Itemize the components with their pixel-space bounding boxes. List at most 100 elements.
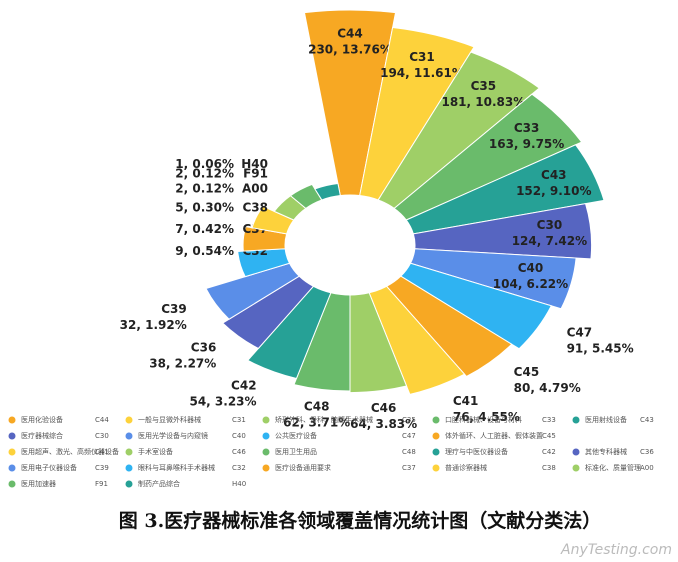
slice-label-value: 104, 6.22% <box>493 277 568 291</box>
rose-slice <box>237 248 291 278</box>
rose-slice <box>349 292 408 394</box>
legend-code: C33 <box>542 416 556 424</box>
legend-label: 医用超声、激光、高频仪器设备 <box>21 447 119 456</box>
legend-code: C40 <box>232 432 246 440</box>
slice-label-value: 54, 3.23% <box>189 395 256 409</box>
legend-swatch <box>125 432 133 440</box>
slice-label-code: C40 <box>518 261 544 275</box>
legend-code: H40 <box>232 480 246 488</box>
legend-swatch <box>432 416 440 424</box>
slice-label-code: C43 <box>541 168 567 182</box>
watermark: AnyTesting.com <box>560 542 672 558</box>
slice-label-code: C47 <box>567 326 593 340</box>
legend-code: A00 <box>640 464 654 472</box>
slice-label-value: 32, 1.92% <box>120 318 187 332</box>
slice-label-value: 152, 9.10% <box>516 184 591 198</box>
legend-code: C32 <box>232 464 246 472</box>
rose-slice <box>377 51 541 209</box>
legend-label: 其他专科器械 <box>585 447 627 456</box>
rose-slice <box>293 292 351 392</box>
legend-code: C35 <box>402 416 416 424</box>
slice-label-code: C39 <box>161 302 187 316</box>
legend-code: C38 <box>542 464 556 472</box>
legend-swatch <box>125 480 133 488</box>
legend-code: C36 <box>640 448 654 456</box>
legend-label: 医用化验设备 <box>21 415 63 424</box>
rose-slice <box>246 285 332 380</box>
legend-code: C46 <box>232 448 246 456</box>
slice-label-code: C48 <box>304 400 330 414</box>
rose-slice <box>242 226 288 252</box>
legend-code: F91 <box>95 480 108 488</box>
legend-code: C30 <box>95 432 109 440</box>
rose-slice <box>385 275 513 378</box>
slice-label-code: C42 <box>231 379 257 393</box>
slice-label-value: 64, 3.83% <box>350 417 417 431</box>
rose-slice <box>405 144 605 235</box>
slice-label-code: C33 <box>514 121 540 135</box>
legend-code: C48 <box>402 448 416 456</box>
legend-label: 手术室设备 <box>138 447 173 456</box>
legend-label: 眼科与耳鼻喉科手术器械 <box>138 463 215 472</box>
slice-label-value: 2, 0.12% <box>175 167 234 181</box>
legend-swatch <box>8 432 16 440</box>
rose-slice <box>289 183 323 209</box>
slice-label-code: H40 <box>241 157 268 171</box>
rose-slice <box>409 248 577 310</box>
legend-swatch <box>432 464 440 472</box>
slice-label-code: C46 <box>371 401 397 415</box>
rose-slice <box>412 203 593 260</box>
slice-label-value: 163, 9.75% <box>489 137 564 151</box>
legend-label: 矫形外科、骨科、脑髓手术器械 <box>275 415 373 424</box>
rose-slice <box>400 262 553 350</box>
center-hole <box>302 197 398 293</box>
rose-slice <box>359 27 475 201</box>
slice-label-code: C38 <box>242 201 268 215</box>
legend-code: C47 <box>402 432 416 440</box>
slice-label-value: 80, 4.79% <box>514 381 581 395</box>
legend-code: C39 <box>95 464 109 472</box>
slice-label-code: C44 <box>337 27 363 41</box>
legend-label: 医用加速器 <box>21 479 56 488</box>
legend-label: 普通诊察器械 <box>445 463 487 472</box>
legend-swatch <box>262 448 270 456</box>
legend-label: 体外循环、人工脏器、假体装置 <box>445 431 543 440</box>
slice-label-value: 7, 0.42% <box>175 222 234 236</box>
slice-label-value: 1, 0.06% <box>175 157 234 171</box>
slice-label-value: 230, 13.76% <box>308 43 392 57</box>
legend-label: 口腔科器械、设备与材料 <box>445 415 522 424</box>
slice-label-value: 2, 0.12% <box>175 182 234 196</box>
legend-swatch <box>8 464 16 472</box>
legend-label: 医疗设备通用要求 <box>275 463 331 472</box>
slice-label-code: C36 <box>191 340 217 354</box>
slice-label-code: A00 <box>242 182 268 196</box>
rose-slice <box>393 93 583 221</box>
legend-swatch <box>8 448 16 456</box>
rose-slice <box>368 285 466 395</box>
slice-label-value: 38, 2.27% <box>149 356 216 370</box>
legend-swatch <box>125 464 133 472</box>
legend-label: 理疗与中医仪器设备 <box>445 447 508 456</box>
legend-swatch <box>125 416 133 424</box>
legend-swatch <box>572 464 580 472</box>
slice-label-value: 62, 3.71% <box>283 416 350 430</box>
slice-label-code: C41 <box>453 394 479 408</box>
rose-slice <box>205 262 300 320</box>
legend-code: C45 <box>542 432 556 440</box>
legend-label: 医用电子仪器设备 <box>21 463 77 472</box>
rose-slice <box>251 205 295 235</box>
slice-label-value: 124, 7.42% <box>512 234 587 248</box>
slice-label-code: C31 <box>409 50 435 64</box>
legend-code: C41 <box>95 448 109 456</box>
legend-label: 医用卫生用品 <box>275 447 317 456</box>
legend-label: 标准化、质量管理 <box>585 463 641 472</box>
legend-label: 制药产品综合 <box>138 479 180 488</box>
slice-label-value: 76, 4.55% <box>453 410 520 424</box>
legend-label: 医用光学设备与内窥镜 <box>138 431 208 440</box>
legend-swatch <box>432 448 440 456</box>
slice-label-code: F91 <box>243 167 268 181</box>
legend-swatch <box>262 464 270 472</box>
slice-label-value: 5, 0.30% <box>175 201 234 215</box>
legend-swatch <box>125 448 133 456</box>
